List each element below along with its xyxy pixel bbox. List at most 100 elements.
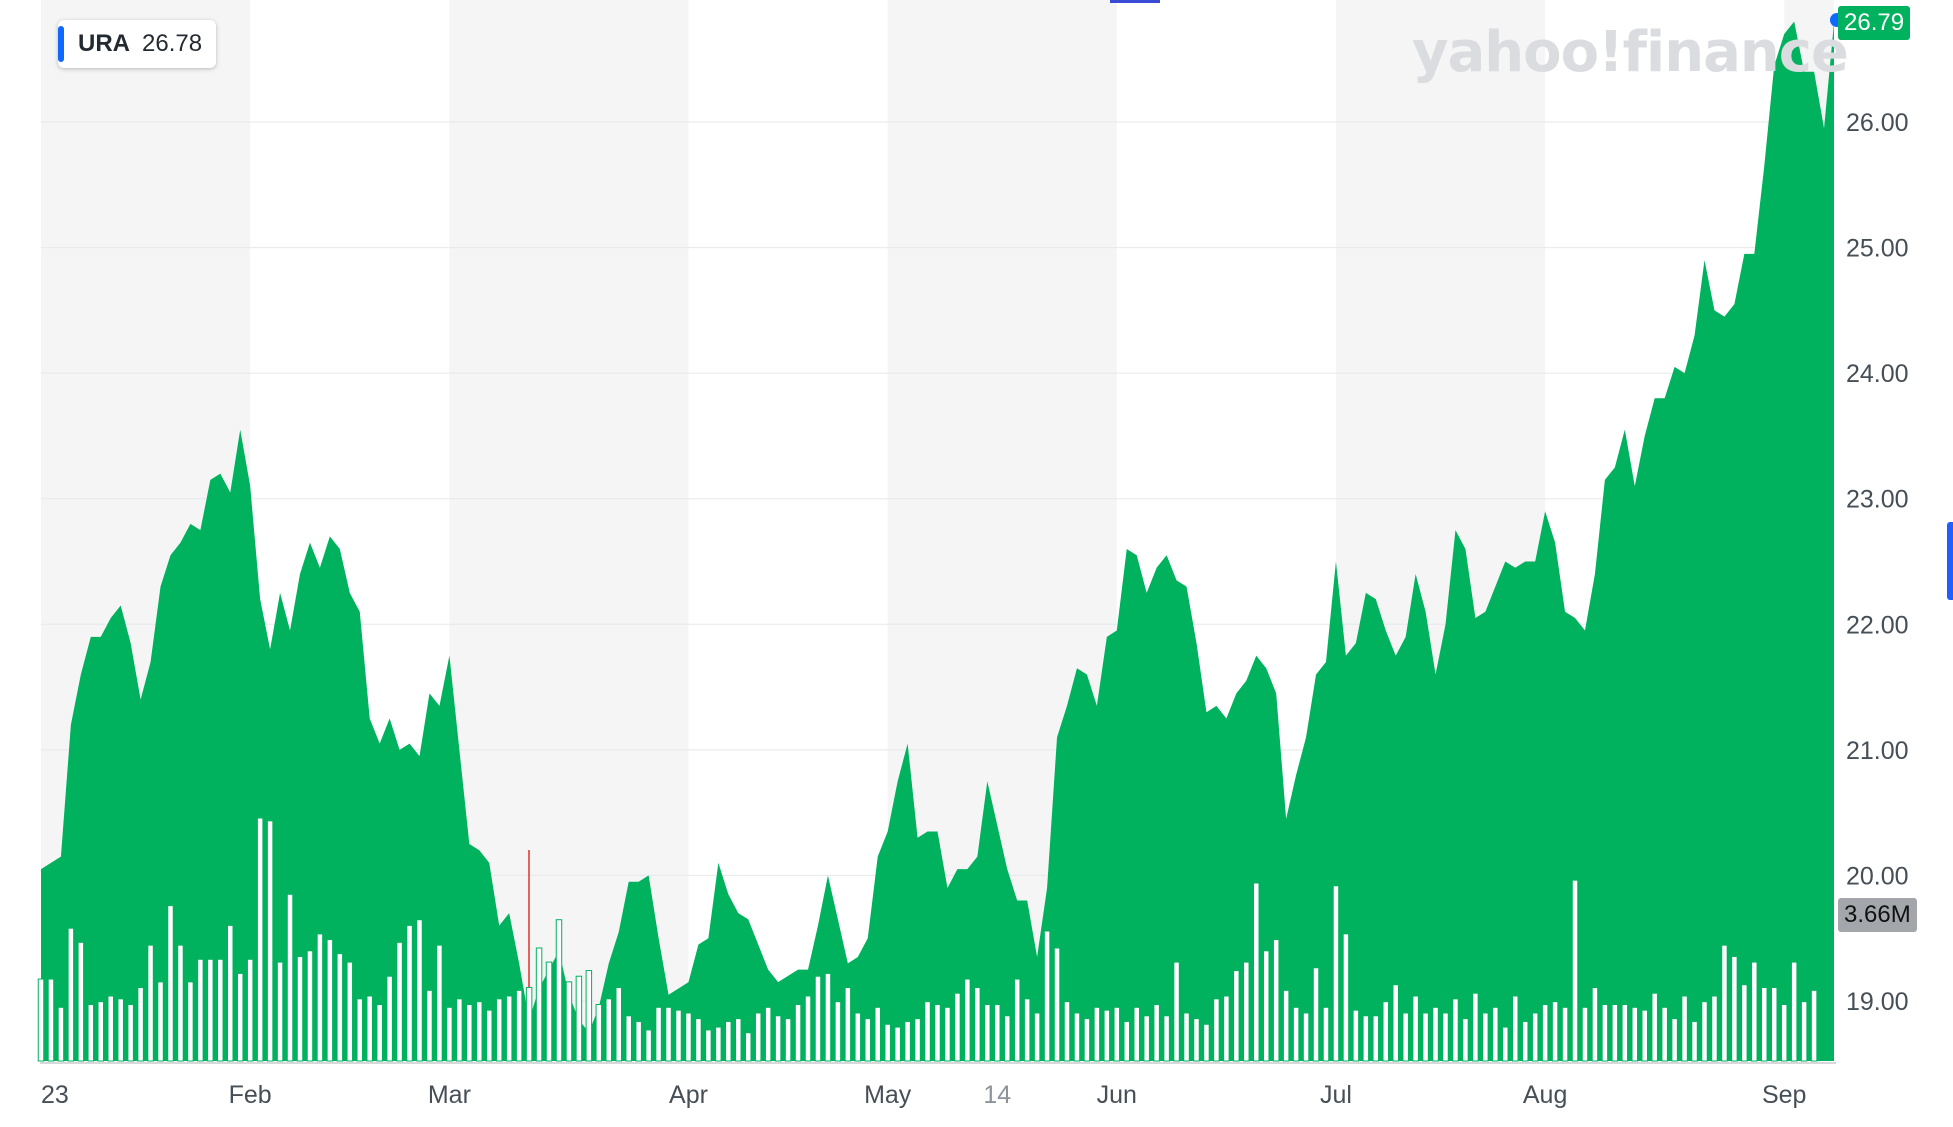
volume-bar — [1073, 1012, 1081, 1062]
volume-bar — [595, 1003, 603, 1062]
volume-bar — [1492, 1006, 1499, 1062]
volume-bar — [1113, 1006, 1121, 1062]
volume-bar — [655, 1006, 662, 1062]
volume-bar — [446, 1006, 453, 1062]
volume-bar — [1591, 987, 1599, 1062]
volume-bar — [984, 1003, 991, 1062]
volume-bar — [1243, 961, 1250, 1062]
volume-bar — [904, 1020, 911, 1062]
volume-bar — [256, 817, 264, 1062]
volume-bar — [177, 944, 184, 1062]
last-price-badge: 26.79 — [1838, 6, 1911, 40]
volume-bar — [1741, 984, 1748, 1062]
volume-bar — [1163, 1015, 1170, 1062]
volume-bar — [1133, 1006, 1140, 1062]
volume-bar — [1043, 930, 1051, 1062]
volume-bar — [1362, 1015, 1370, 1062]
volume-bar — [874, 1006, 881, 1062]
x-tick-label: Jul — [1320, 1081, 1352, 1109]
volume-bar — [1003, 1015, 1011, 1062]
volume-bar — [57, 1006, 65, 1062]
volume-bar — [1631, 1006, 1639, 1062]
volume-bar — [1173, 961, 1180, 1062]
volume-bar — [1681, 995, 1688, 1062]
volume-bar — [157, 981, 164, 1062]
volume-bar — [1023, 998, 1031, 1062]
volume-bar — [356, 998, 363, 1062]
volume-bar — [1810, 989, 1818, 1062]
volume-bar — [396, 941, 403, 1062]
volume-bar — [1033, 1012, 1041, 1062]
volume-bar — [854, 1012, 862, 1062]
x-tick-label: Feb — [229, 1081, 272, 1109]
volume-bar — [635, 1020, 642, 1062]
volume-bar — [1302, 1012, 1310, 1062]
volume-bar — [1153, 1003, 1160, 1062]
volume-bar — [894, 1026, 901, 1062]
volume-bar — [794, 1003, 802, 1062]
volume-bars — [37, 817, 1818, 1062]
legend-chip[interactable]: URA 26.78 — [58, 20, 217, 68]
volume-bar — [1332, 885, 1340, 1062]
volume-bar — [1751, 961, 1758, 1062]
volume-bar — [1282, 989, 1290, 1062]
volume-bar — [236, 972, 244, 1062]
volume-bar — [107, 995, 114, 1062]
volume-bar — [1561, 1006, 1569, 1062]
volume-bar — [1312, 967, 1320, 1062]
x-tick-label: Mar — [428, 1081, 471, 1109]
volume-bar — [1761, 987, 1768, 1062]
x-tick-label: May — [864, 1081, 912, 1109]
volume-bar — [715, 1026, 722, 1062]
volume-bar — [346, 961, 354, 1062]
volume-bar — [585, 970, 593, 1062]
volume-bar — [476, 1001, 483, 1062]
volume-bar — [1780, 1003, 1788, 1062]
volume-bar — [1541, 1003, 1549, 1062]
volume-bar — [1571, 879, 1579, 1062]
volume-bar — [1442, 1012, 1449, 1062]
volume-bar — [515, 989, 523, 1062]
volume-bar — [47, 978, 55, 1062]
volume-bar — [436, 944, 443, 1062]
volume-bar — [1422, 1012, 1429, 1062]
volume-bar — [1392, 984, 1399, 1062]
volume-bar — [1790, 961, 1798, 1062]
volume-bar — [864, 1018, 872, 1062]
y-tick-label: 23.00 — [1846, 486, 1909, 514]
volume-bar — [1123, 1020, 1131, 1062]
volume-bar — [914, 1018, 921, 1062]
x-axis-ticks: 23 Feb Mar Apr May 14 Jun Jul Aug Sep — [41, 1081, 1806, 1109]
volume-bar — [575, 975, 583, 1062]
volume-bar — [495, 998, 503, 1062]
x-tick-label: Apr — [669, 1081, 708, 1109]
volume-bar — [276, 961, 284, 1062]
volume-bar — [964, 978, 971, 1062]
y-axis-ticks: 19.00 20.00 21.00 22.00 23.00 24.00 25.00 26.00 — [1846, 109, 1909, 1016]
volume-bar — [1721, 944, 1728, 1062]
volume-bar — [37, 978, 45, 1062]
volume-bar — [725, 1020, 732, 1062]
volume-bar — [675, 1009, 682, 1062]
volume-bar — [326, 939, 334, 1062]
volume-bar — [1661, 1006, 1668, 1062]
volume-bar — [934, 1003, 941, 1062]
volume-bar — [77, 941, 85, 1062]
volume-bar — [505, 995, 513, 1062]
volume-bar — [1382, 1001, 1389, 1062]
volume-bar — [1233, 970, 1240, 1062]
volume-bar — [416, 919, 423, 1062]
volume-bar — [555, 919, 563, 1062]
y-tick-label: 19.00 — [1846, 988, 1909, 1016]
volume-bar — [147, 944, 154, 1062]
volume-bar — [1482, 1012, 1489, 1062]
volume-bar — [1372, 1015, 1380, 1062]
volume-bar — [1731, 955, 1738, 1062]
volume-bar — [1711, 995, 1718, 1062]
side-panel-handle[interactable] — [1947, 522, 1953, 600]
volume-bar — [1272, 939, 1280, 1062]
volume-bar — [187, 981, 194, 1062]
volume-bar — [246, 958, 254, 1062]
x-tick-label: Sep — [1762, 1081, 1806, 1109]
